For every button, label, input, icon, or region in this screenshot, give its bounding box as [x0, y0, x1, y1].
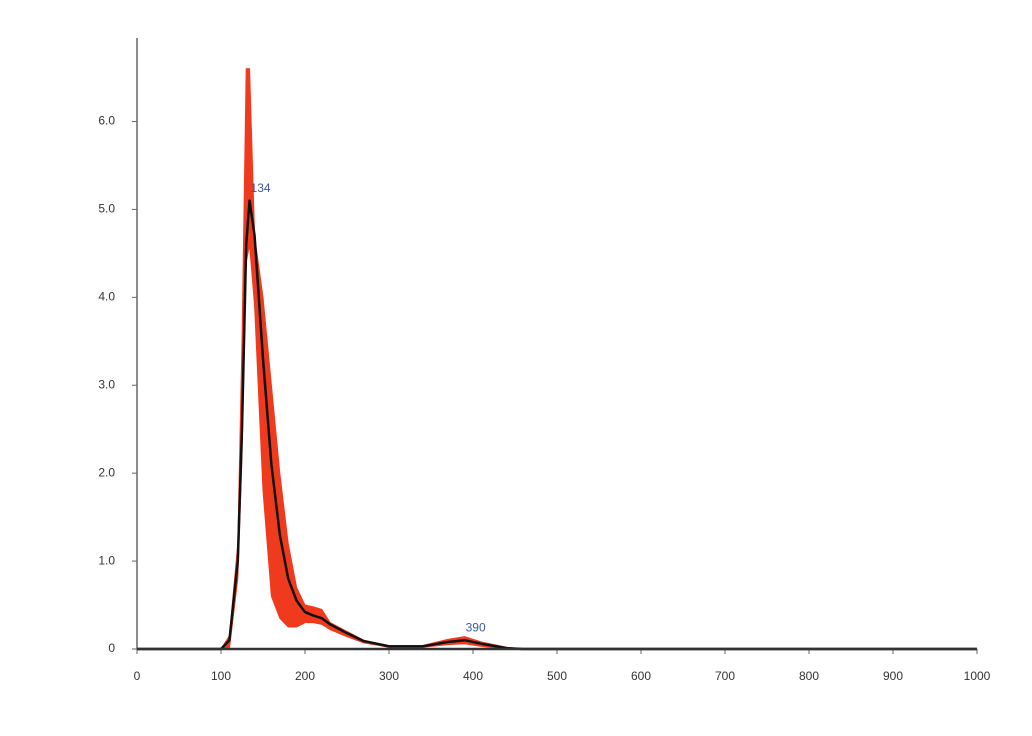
- x-tick-label: 600: [631, 669, 651, 683]
- error-band: [137, 68, 977, 650]
- y-tick-label: 3.0: [98, 377, 115, 391]
- x-tick-label: 700: [715, 669, 735, 683]
- y-tick-label: 5.0: [98, 202, 115, 216]
- y-tick-label: 4.0: [98, 290, 115, 304]
- x-tick-label: 200: [295, 669, 315, 683]
- peak-label: 134: [251, 181, 271, 195]
- y-tick-label: 6.0: [98, 114, 115, 128]
- peak-label: 390: [466, 620, 486, 634]
- x-tick-label: 500: [547, 669, 567, 683]
- x-tick-label: 0: [134, 669, 141, 683]
- mean-line: [137, 199, 977, 651]
- y-tick-label: 1.0: [98, 553, 115, 567]
- y-tick-label: 2.0: [98, 465, 115, 479]
- y-tick-label: 0: [108, 641, 115, 655]
- x-tick-label: 800: [799, 669, 819, 683]
- x-tick-label: 900: [883, 669, 903, 683]
- x-tick-label: 100: [211, 669, 231, 683]
- x-tick-label: 1000: [964, 669, 991, 683]
- x-tick-label: 300: [379, 669, 399, 683]
- x-tick-label: 400: [463, 669, 483, 683]
